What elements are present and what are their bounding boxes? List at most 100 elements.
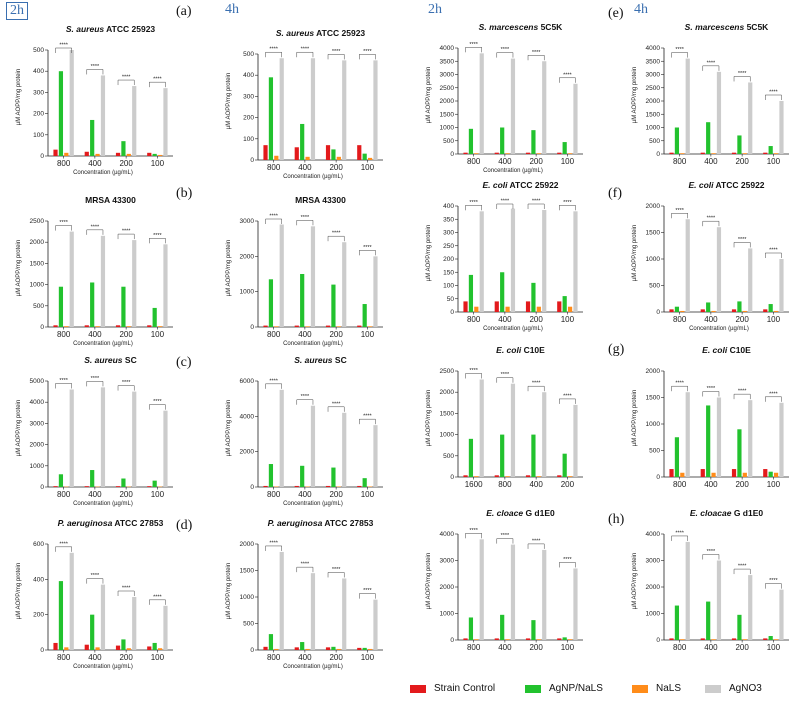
significance-bracket (765, 396, 782, 402)
bar-strain-control (763, 469, 768, 477)
y-tick-label: 1500 (646, 230, 661, 237)
y-tick-label: 400 (243, 72, 254, 79)
y-tick-label: 300 (243, 93, 254, 100)
bar-nals (567, 639, 573, 640)
bar-agnp-nals (706, 601, 711, 640)
y-tick-label: 200 (33, 612, 44, 619)
y-tick-label: 1500 (240, 568, 255, 575)
significance-bracket (733, 76, 751, 82)
bar-nals (742, 310, 747, 312)
bar-agno3 (573, 211, 578, 312)
bar-strain-control (731, 638, 737, 640)
chart-title: S. aureus ATCC 25923 (238, 28, 403, 38)
x-axis-label: Concentration (µg/mL) (483, 168, 543, 174)
significance-stars: **** (153, 399, 162, 405)
chart-panel-h-4h: E. cloacae G d1E0 µM AOPP/mg protein 0 1000… (624, 508, 789, 666)
y-tick-label: 500 (649, 283, 660, 290)
y-tick-label: 0 (656, 637, 660, 644)
y-tick-label: 200 (243, 115, 254, 122)
y-tick-label: 1500 (646, 111, 661, 118)
significance-bracket (55, 225, 72, 231)
significance-stars: **** (269, 378, 278, 384)
significance-bracket (671, 213, 688, 219)
significance-bracket (559, 562, 576, 568)
significance-bracket (149, 81, 166, 88)
bar-nals (567, 306, 573, 312)
bar-agnp-nals (531, 434, 536, 477)
x-tick-label: 1600 (465, 480, 483, 489)
bar-nals (474, 476, 479, 477)
y-tick-label: 350 (443, 216, 454, 223)
chart-title-organism: P. aeruginosa (57, 518, 113, 528)
bar-strain-control (294, 647, 299, 650)
panel-label-c: (c) (176, 355, 192, 370)
significance-bracket (702, 554, 720, 560)
significance-bracket (296, 566, 314, 573)
bar-nals (711, 639, 716, 640)
x-axis-label: Concentration (µg/mL) (689, 326, 749, 332)
bar-agnp-nals (300, 465, 305, 487)
significance-bracket (296, 51, 314, 58)
significance-bracket (671, 535, 688, 541)
bar-agnp-nals (90, 614, 95, 650)
legend-label-strain-control: Strain Control (434, 683, 496, 694)
bar-nals (505, 306, 510, 312)
chart-title-strain: G d1E0 (523, 508, 555, 518)
bar-agno3 (342, 578, 347, 650)
x-tick-label: 800 (467, 315, 481, 324)
bar-agnp-nals (500, 434, 505, 477)
y-tick-label: 0 (40, 484, 44, 491)
y-tick-label: 2000 (30, 442, 45, 449)
bar-agnp-nals (562, 296, 567, 312)
bar-nals (157, 326, 163, 327)
chart-svg: 0 500 1000 1500 2000 2500 3000 3500 4000 800 **** 4… (440, 42, 583, 166)
significance-bracket (465, 47, 482, 53)
legend-swatch-agno3 (705, 684, 721, 693)
y-tick-label: 2500 (440, 85, 455, 92)
legend-swatch-agnp-nals (525, 684, 541, 693)
significance-stars: **** (532, 538, 541, 544)
y-tick-label: 2000 (646, 98, 661, 105)
x-axis-label: Concentration (µg/mL) (73, 341, 133, 347)
chart-title-strain: G d1E0 (731, 508, 764, 518)
chart-panel-c-2h: S. aureus SC µM AOPP/mg protein Concentrat… (8, 355, 193, 513)
bar-agno3 (779, 101, 784, 154)
bar-nals (773, 153, 779, 154)
significance-stars: **** (738, 564, 747, 570)
significance-bracket (265, 545, 282, 551)
bar-agnp-nals (362, 304, 367, 327)
significance-stars: **** (707, 216, 716, 222)
significance-stars: **** (153, 594, 162, 600)
bar-agnp-nals (531, 620, 536, 640)
significance-stars: **** (769, 578, 778, 584)
y-tick-label: 1000 (440, 611, 455, 618)
x-tick-label: 200 (329, 490, 343, 499)
bar-strain-control (700, 469, 705, 477)
bar-strain-control (294, 325, 299, 327)
significance-stars: **** (122, 75, 131, 81)
bar-agnp-nals (468, 274, 474, 312)
x-tick-label: 400 (298, 163, 312, 172)
chart-title-strain: ATCC 27853 (322, 518, 374, 528)
chart-title-organism: E. cloacae (689, 508, 732, 518)
bar-agnp-nals (531, 282, 536, 312)
y-tick-label: 500 (649, 448, 660, 455)
y-tick-label: 2000 (240, 449, 255, 456)
bar-agnp-nals (331, 149, 336, 160)
bar-agno3 (479, 53, 484, 154)
y-tick-label: 1000 (30, 282, 45, 289)
bar-strain-control (700, 152, 705, 154)
y-tick-label: 0 (40, 153, 44, 160)
significance-stars: **** (301, 394, 310, 400)
bar-nals (95, 486, 100, 488)
bar-strain-control (263, 325, 268, 327)
y-tick-label: 1000 (240, 594, 255, 601)
bar-agno3 (779, 402, 784, 477)
significance-stars: **** (532, 381, 541, 387)
x-axis-label: Concentration (µg/mL) (73, 664, 133, 670)
y-tick-label: 1000 (646, 256, 661, 263)
x-tick-label: 100 (361, 653, 375, 662)
chart-panel-a-4h: S. aureus ATCC 25923 µM AOPP/mg protein Co… (218, 28, 403, 186)
significance-bracket (117, 233, 135, 240)
y-tick-label: 1500 (646, 395, 661, 402)
